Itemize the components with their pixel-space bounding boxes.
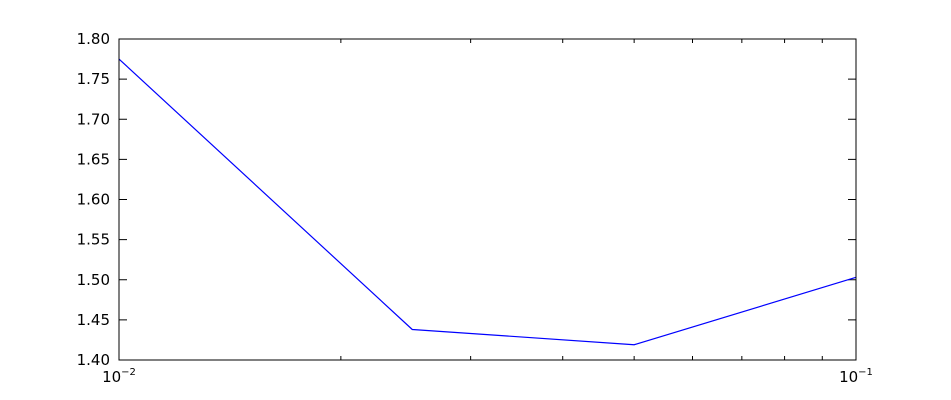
y-tick-label: 1.60 <box>77 191 110 209</box>
x-minor-ticks <box>340 39 823 360</box>
y-tick-label: 1.80 <box>77 30 110 48</box>
x-tick-exponent: −2 <box>121 367 136 378</box>
y-tick-label: 1.70 <box>77 110 110 128</box>
x-tick-label: 10−2 <box>102 367 136 386</box>
y-tick-label: 1.45 <box>77 311 110 329</box>
y-tick-label: 1.75 <box>77 70 110 88</box>
series-line <box>118 58 857 346</box>
y-tick-label: 1.50 <box>77 271 110 289</box>
series-layer <box>118 58 857 346</box>
y-axis-ticks: 1.40 1.45 1.50 1.55 1.60 1.65 1.70 1.75 1.80 <box>77 30 856 369</box>
x-tick-label: 10−1 <box>839 367 873 386</box>
y-tick-label: 1.55 <box>77 231 110 249</box>
x-tick-base: 10 <box>839 368 858 386</box>
y-tick-label: 1.40 <box>77 351 110 369</box>
plot-frame <box>118 38 857 361</box>
x-tick-base: 10 <box>102 368 121 386</box>
y-tick-label: 1.65 <box>77 150 110 168</box>
plot-area <box>119 39 856 360</box>
x-tick-exponent: −1 <box>858 367 873 378</box>
